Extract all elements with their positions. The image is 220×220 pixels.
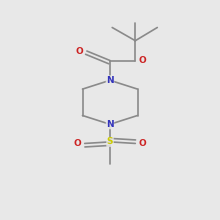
Text: N: N xyxy=(106,76,114,85)
Text: S: S xyxy=(107,138,113,146)
Text: O: O xyxy=(74,139,82,148)
Text: O: O xyxy=(138,56,146,65)
Text: O: O xyxy=(138,139,146,148)
Text: N: N xyxy=(106,120,114,129)
Text: O: O xyxy=(76,47,84,55)
